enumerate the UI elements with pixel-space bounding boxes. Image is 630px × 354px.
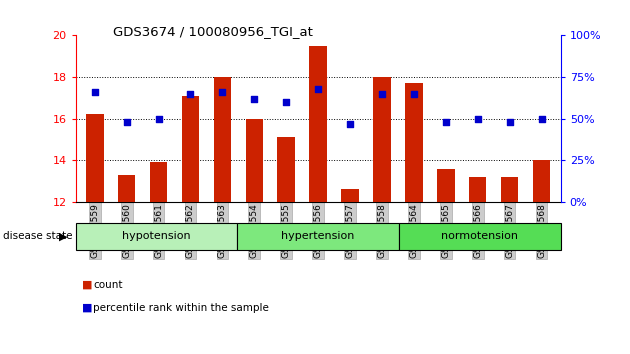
Point [281, 99, 291, 105]
Text: percentile rank within the sample: percentile rank within the sample [93, 303, 269, 313]
Text: count: count [93, 280, 123, 290]
Bar [181, 96, 199, 202]
Bar [309, 46, 327, 202]
Bar [214, 77, 231, 202]
FancyBboxPatch shape [238, 223, 399, 250]
Text: hypotension: hypotension [122, 231, 191, 241]
Bar [501, 177, 518, 202]
Point [313, 86, 323, 91]
Point [377, 91, 387, 97]
Point [472, 116, 483, 121]
Point [537, 116, 547, 121]
Bar [246, 119, 263, 202]
Text: disease state: disease state [3, 231, 72, 241]
FancyBboxPatch shape [76, 223, 238, 250]
Bar [118, 175, 135, 202]
Point [441, 119, 451, 125]
Point [345, 121, 355, 126]
Point [505, 119, 515, 125]
Bar [469, 177, 486, 202]
Bar [341, 189, 359, 202]
Point [217, 89, 227, 95]
Bar [150, 162, 168, 202]
Point [185, 91, 195, 97]
Bar [533, 160, 551, 202]
Text: GDS3674 / 100080956_TGI_at: GDS3674 / 100080956_TGI_at [113, 25, 313, 38]
Bar [437, 169, 455, 202]
Point [249, 96, 260, 102]
Point [89, 89, 100, 95]
Text: ■: ■ [82, 280, 93, 290]
Text: normotension: normotension [442, 231, 518, 241]
Text: ▶: ▶ [59, 231, 67, 241]
Point [409, 91, 419, 97]
Text: hypertension: hypertension [282, 231, 355, 241]
Bar [373, 77, 391, 202]
Point [154, 116, 164, 121]
FancyBboxPatch shape [399, 223, 561, 250]
Point [122, 119, 132, 125]
Bar [405, 83, 423, 202]
Bar [86, 114, 103, 202]
Bar [277, 137, 295, 202]
Text: ■: ■ [82, 303, 93, 313]
